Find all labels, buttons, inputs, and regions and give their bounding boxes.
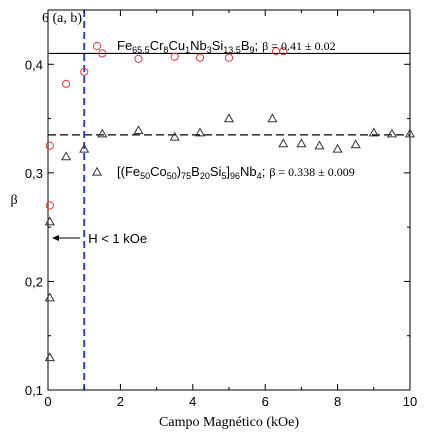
legend-marker-1 (92, 41, 102, 51)
annotation-group: H < 1 kOe (52, 231, 147, 246)
x-tick-label: 10 (403, 394, 417, 409)
y-axis-label: β (10, 193, 17, 208)
y-tick-label: 0,1 (25, 383, 43, 398)
series-1-point (195, 53, 205, 62)
series-1-point (45, 201, 54, 210)
series-2-point (194, 127, 206, 137)
x-tick-label: 4 (189, 394, 196, 409)
annotation-text: H < 1 kOe (88, 231, 147, 246)
fit-lines (48, 52, 410, 136)
axis-ticks: 0 2 4 6 8 10 0,1 0,2 0,3 0,4 (25, 9, 417, 409)
series-2-point (44, 352, 55, 362)
series-2-point (97, 128, 108, 138)
y-tick-label: 0,3 (25, 166, 43, 181)
series-2-point (332, 143, 343, 153)
series-2-point (44, 292, 55, 302)
legend-marker-2 (91, 166, 103, 176)
series-1-point (45, 141, 54, 150)
series-2-point (61, 151, 72, 161)
data-points (44, 47, 416, 362)
y-tick-label: 0,2 (25, 274, 43, 289)
x-tick-label: 0 (44, 394, 51, 409)
x-axis-label: Campo Magnético (kOe) (159, 415, 299, 430)
legend-formula-2: [(Fe50Co50)75B20Si5]96Nb4; (117, 164, 265, 181)
series-2-point (404, 128, 416, 138)
legend-fit-label-1: β = 0.41 ± 0.02 (262, 39, 335, 53)
series-2-point (314, 140, 325, 150)
series-1-point (80, 67, 89, 76)
series-2-point (386, 128, 397, 138)
series-2-point (368, 127, 379, 137)
x-tick-label: 6 (262, 394, 269, 409)
series-2-point (296, 138, 307, 148)
series-1-point (170, 52, 179, 61)
series-1-point (224, 53, 234, 62)
panel-label: 6 (a, b) (42, 11, 82, 26)
legend-group: Fe65.5Cr8Cu1Nb3Si13.5B9; β = 0.41 ± 0.02 [… (91, 38, 355, 181)
series-2-point (133, 125, 144, 135)
series-2-point (278, 138, 289, 148)
legend-fit-label-2: β = 0.338 ± 0.009 (269, 165, 354, 179)
legend-formula-1: Fe65.5Cr8Cu1Nb3Si13.5B9; (117, 38, 258, 55)
series-2-point (350, 139, 361, 149)
series-2-point (44, 216, 55, 226)
series-1-point (98, 49, 107, 58)
series-2-point (79, 143, 90, 153)
series-1-point (134, 54, 143, 63)
plot-frame (47, 9, 411, 391)
series-1-point (279, 47, 288, 56)
series-2-point (267, 113, 278, 123)
series-1-point (62, 79, 71, 88)
x-tick-label: 8 (334, 394, 341, 409)
series-2-point (223, 113, 235, 123)
x-tick-label: 2 (117, 394, 124, 409)
y-tick-label: 0,4 (25, 57, 43, 72)
series-2-point (169, 131, 180, 141)
annotation-arrow-head (52, 235, 59, 241)
